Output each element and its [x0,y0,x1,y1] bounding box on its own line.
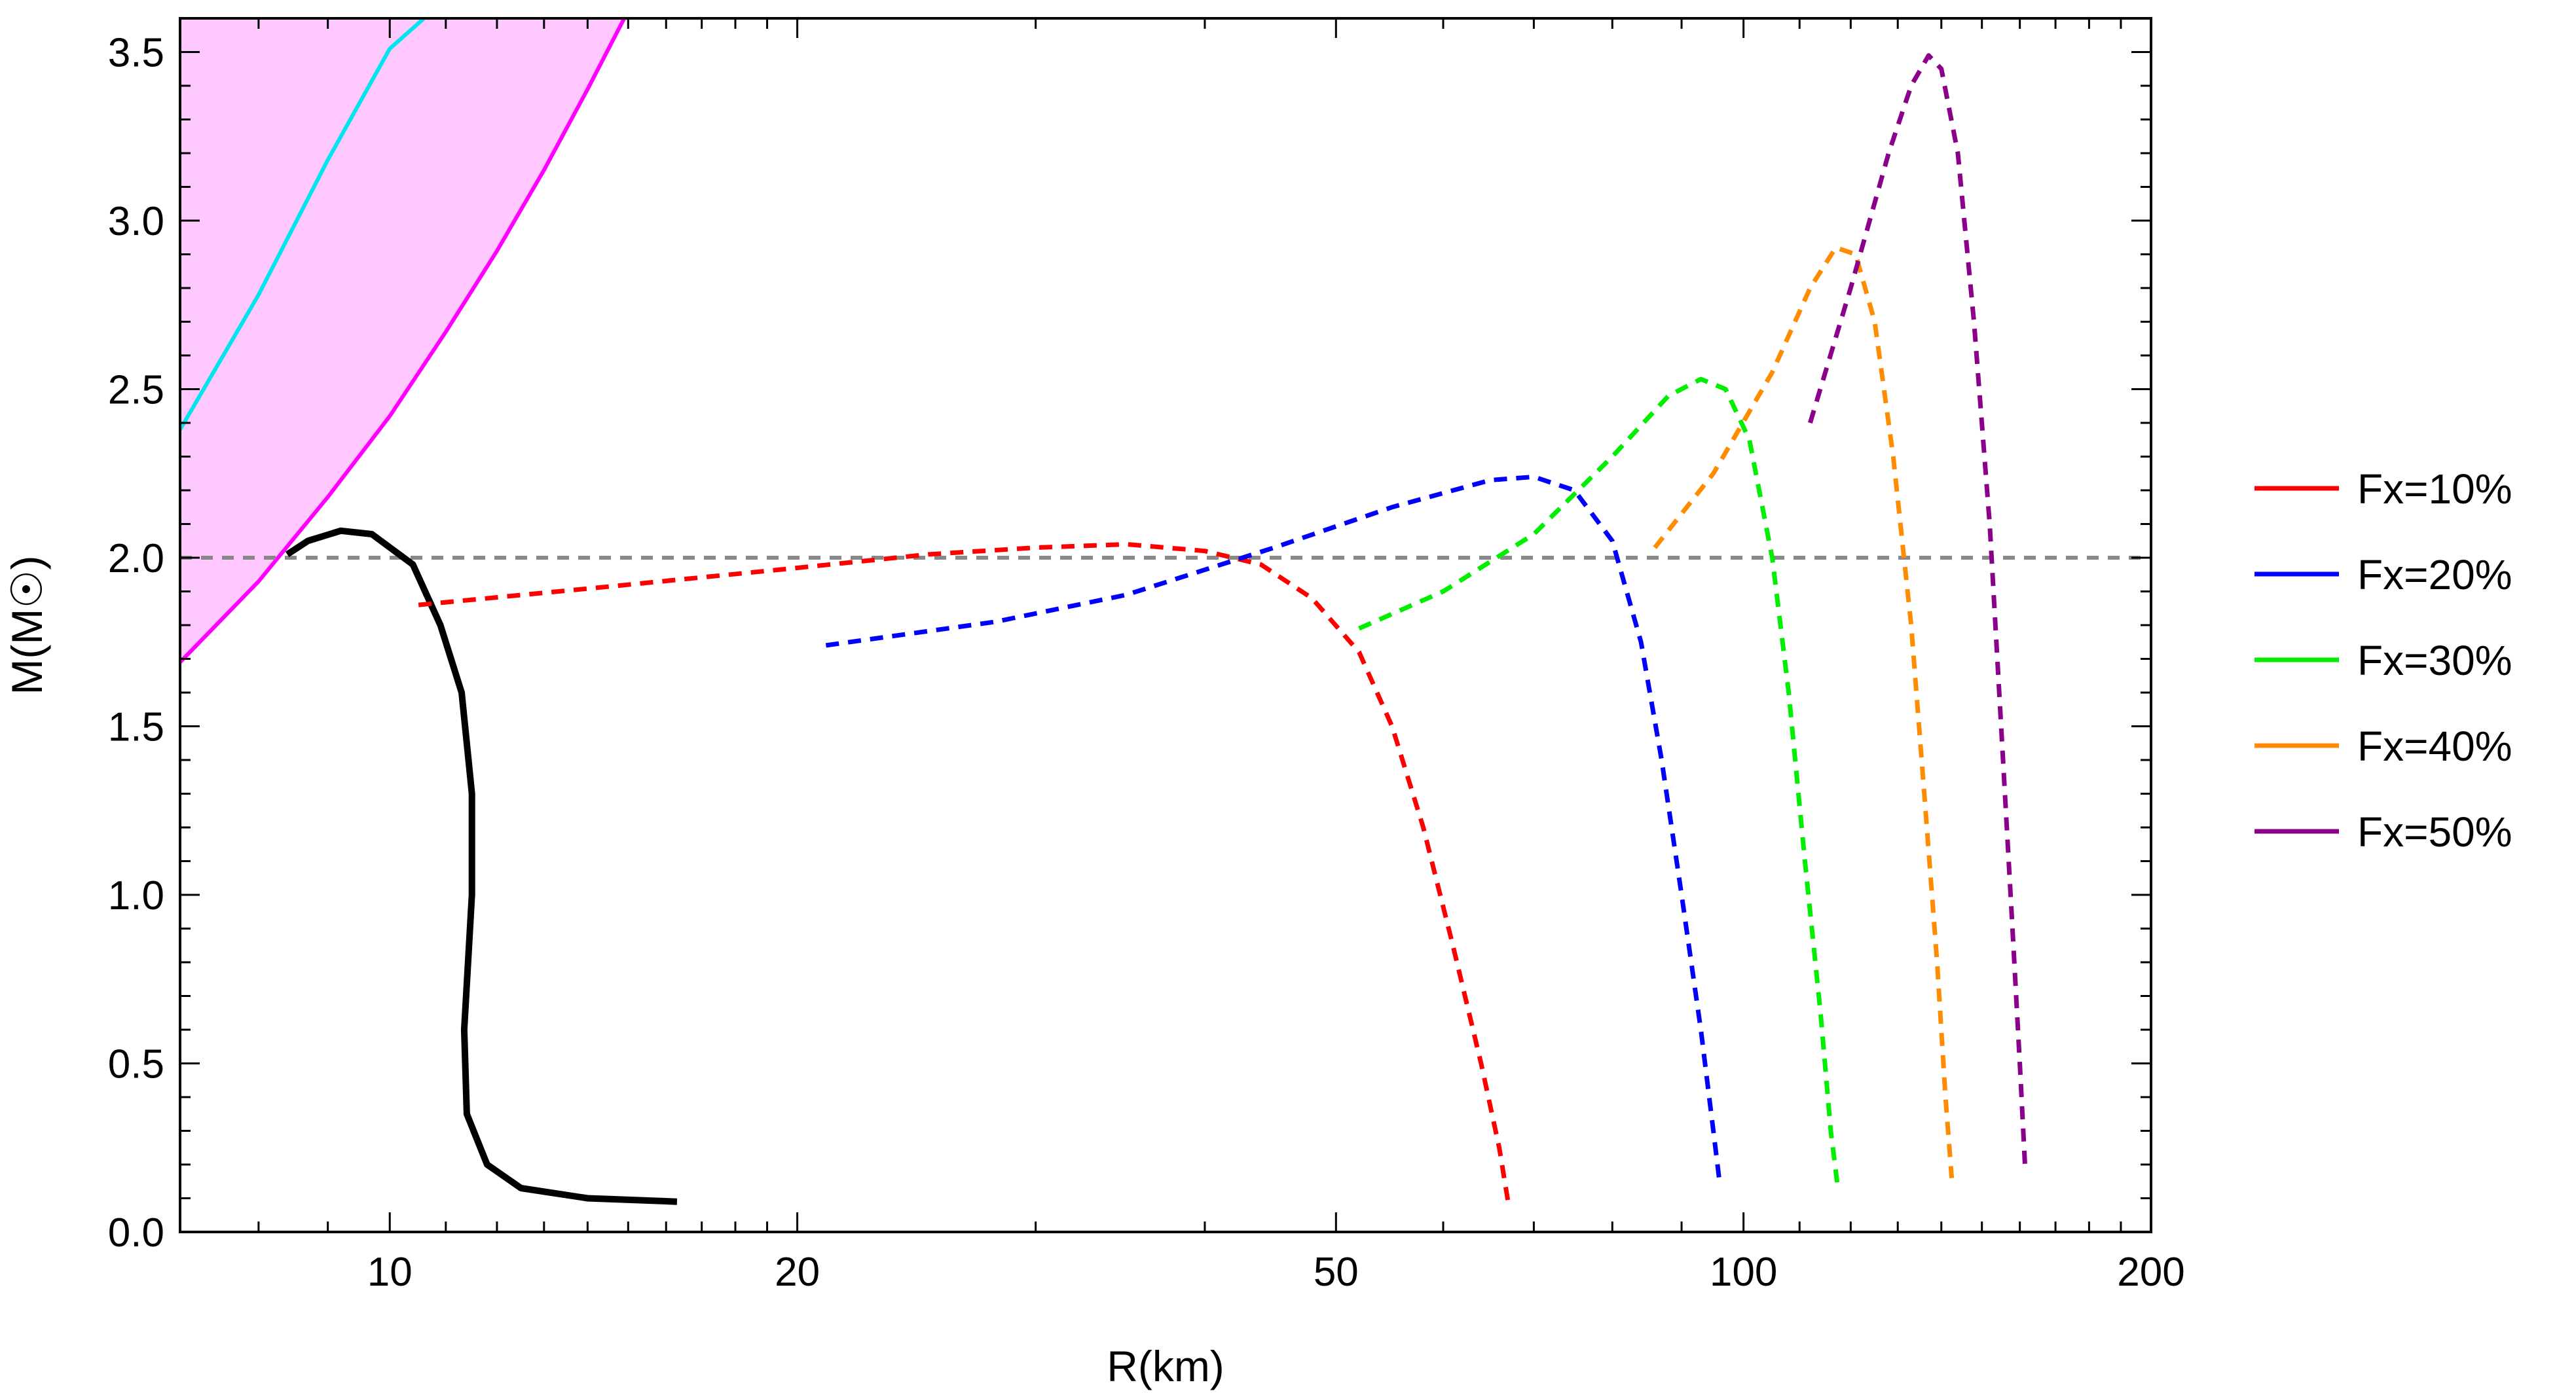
y-tick-label: 2.5 [108,368,164,413]
shaded-region-edge-1 [180,18,426,431]
y-tick-label: 1.0 [108,873,164,918]
y-tick-label: 3.5 [108,31,164,76]
shaded-region-edge-2 [180,18,626,664]
series-line-baseline [285,527,678,1205]
shaded-regions [180,18,626,664]
x-tick-label: 10 [367,1250,413,1295]
series-line-fx-50- [1808,53,2028,1172]
x-tick-label: 20 [775,1250,820,1295]
x-axis-title: R(km) [1107,1342,1224,1390]
y-tick-label: 0.0 [108,1210,164,1256]
legend-label: Fx=50% [2357,808,2512,856]
y-tick-label: 1.5 [108,705,164,750]
legend-label: Fx=40% [2357,723,2512,770]
axis-ticks [179,17,2152,1233]
legend: Fx=10% Fx=20% Fx=30% Fx=40% Fx=50% [2254,465,2512,856]
series-layer [285,53,2028,1205]
x-tick-label: 200 [2117,1250,2184,1295]
x-tick-label: 50 [1314,1250,1359,1295]
y-tick-labels: 0.0 0.5 1.0 1.5 2.0 2.5 3.0 3.5 [108,31,164,1256]
y-axis-title: M(M☉) [3,555,51,695]
series-line-fx-10- [418,541,1511,1203]
x-tick-labels: 10 20 50 100 200 [367,1250,2185,1295]
y-tick-label: 0.5 [108,1042,164,1087]
legend-label: Fx=30% [2357,637,2512,684]
legend-label: Fx=10% [2357,465,2512,513]
y-tick-label: 3.0 [108,199,164,244]
shaded-region-2 [180,18,625,662]
y-tick-label: 2.0 [108,536,164,581]
x-tick-label: 100 [1710,1250,1777,1295]
legend-label: Fx=20% [2357,551,2512,598]
series-line-fx-40- [1653,245,1955,1178]
series-line-fx-20- [825,474,1722,1182]
